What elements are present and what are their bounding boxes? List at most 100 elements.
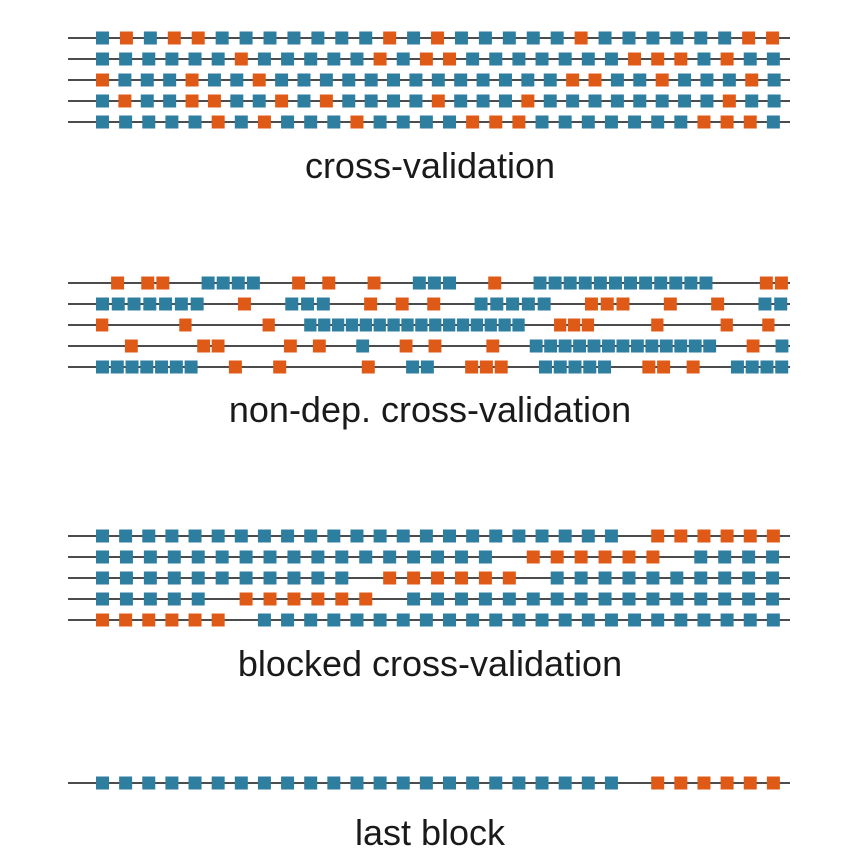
train-point	[350, 613, 364, 627]
train-point	[608, 276, 622, 290]
train-point	[669, 276, 683, 290]
test-point	[142, 613, 156, 627]
test-point	[312, 339, 326, 353]
train-point	[502, 592, 516, 606]
train-point	[489, 776, 503, 790]
train-point	[297, 73, 311, 87]
train-point	[659, 339, 673, 353]
train-point	[118, 73, 132, 87]
train-point	[304, 52, 318, 66]
train-point	[512, 613, 526, 627]
train-point	[143, 31, 157, 45]
train-point	[96, 776, 109, 790]
train-point	[610, 73, 624, 87]
test-point	[598, 550, 612, 564]
test-point	[663, 297, 677, 311]
train-point	[699, 276, 713, 290]
train-point	[190, 297, 204, 311]
train-point	[466, 529, 480, 543]
fold-row-nondep-4	[68, 339, 790, 353]
test-point	[466, 115, 480, 129]
train-point	[454, 592, 468, 606]
train-point	[651, 613, 665, 627]
fold-row-nondep-1	[68, 276, 790, 290]
test-point	[657, 360, 671, 374]
fold-row-blocked-4	[68, 592, 790, 606]
train-point	[745, 94, 759, 108]
train-point	[159, 297, 173, 311]
train-point	[119, 571, 133, 585]
train-point	[387, 94, 401, 108]
train-point	[633, 94, 647, 108]
test-point	[628, 52, 642, 66]
test-point	[275, 94, 289, 108]
test-point	[486, 339, 500, 353]
train-point	[239, 550, 253, 564]
train-point	[598, 571, 612, 585]
train-point	[678, 73, 692, 87]
test-point	[674, 529, 688, 543]
train-point	[311, 550, 325, 564]
train-point	[191, 550, 205, 564]
train-point	[231, 276, 245, 290]
train-point	[646, 31, 660, 45]
train-point	[327, 613, 341, 627]
train-point	[142, 776, 156, 790]
train-point	[401, 318, 414, 332]
test-point	[119, 613, 133, 627]
train-point	[718, 550, 732, 564]
train-point	[165, 115, 179, 129]
train-point	[327, 52, 341, 66]
train-point	[604, 115, 618, 129]
test-point	[234, 52, 248, 66]
train-point	[574, 592, 588, 606]
train-point	[684, 276, 698, 290]
test-point	[479, 360, 493, 374]
train-point	[466, 776, 480, 790]
train-point	[350, 529, 364, 543]
test-point	[454, 571, 468, 585]
train-point	[406, 360, 420, 374]
train-point	[364, 94, 378, 108]
test-point	[311, 592, 325, 606]
train-point	[373, 318, 386, 332]
train-point	[155, 360, 169, 374]
train-point	[470, 318, 484, 332]
train-point	[760, 360, 774, 374]
train-point	[350, 776, 364, 790]
train-point	[674, 613, 688, 627]
train-point	[688, 339, 702, 353]
fold-row-lastblock-1	[68, 776, 790, 790]
fold-row-nondep-5	[68, 360, 790, 374]
fold-row-cv-2	[68, 52, 790, 66]
train-point	[335, 571, 349, 585]
train-point	[526, 31, 540, 45]
fold-row-cv-1	[68, 31, 790, 45]
train-point	[415, 318, 428, 332]
train-point	[167, 550, 181, 564]
train-point	[140, 73, 154, 87]
test-point	[185, 73, 199, 87]
train-point	[550, 571, 564, 585]
train-point	[535, 613, 549, 627]
train-point	[316, 297, 330, 311]
train-point	[373, 529, 387, 543]
test-point	[574, 550, 588, 564]
train-point	[287, 550, 301, 564]
train-point	[119, 592, 133, 606]
train-point	[419, 613, 433, 627]
train-point	[387, 318, 400, 332]
test-point	[96, 318, 109, 332]
train-point	[207, 73, 221, 87]
train-point	[512, 52, 526, 66]
test-point	[179, 318, 192, 332]
test-point	[720, 529, 734, 543]
train-point	[257, 776, 271, 790]
train-point	[694, 571, 708, 585]
train-point	[670, 31, 684, 45]
train-point	[489, 52, 503, 66]
train-point	[670, 571, 684, 585]
train-point	[364, 73, 378, 87]
train-point	[498, 318, 511, 332]
